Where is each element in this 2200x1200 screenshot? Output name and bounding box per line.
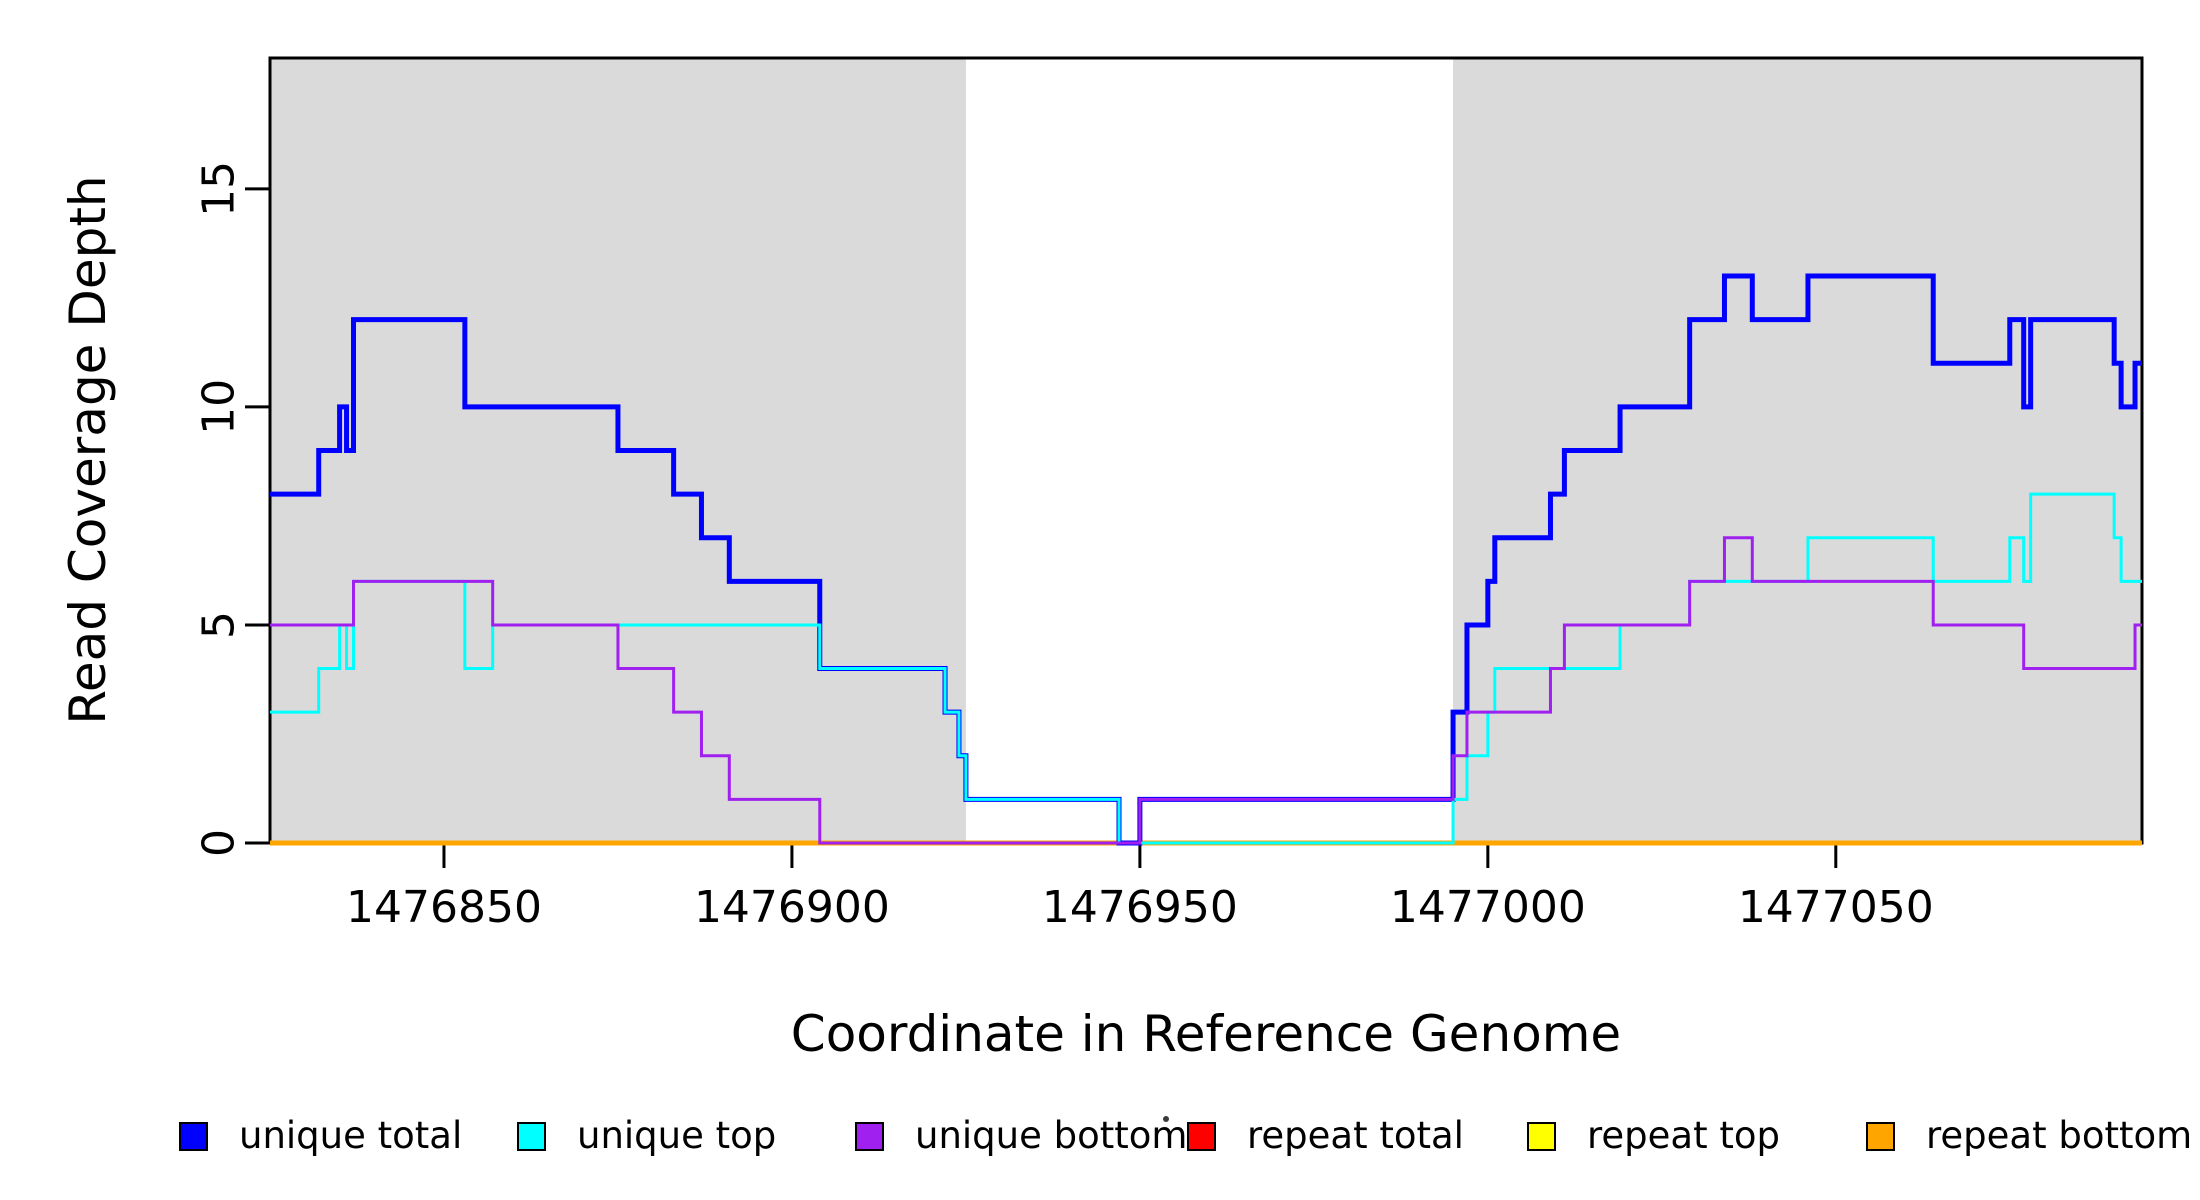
x-tick-label: 1476850 (346, 882, 542, 933)
stray-dot-artifact (1163, 1116, 1169, 1122)
y-tick-label: 15 (193, 161, 244, 217)
x-tick-label: 1476950 (1042, 882, 1238, 933)
y-tick-label: 5 (193, 611, 244, 639)
x-tick-label: 1477050 (1738, 882, 1934, 933)
x-axis-title: Coordinate in Reference Genome (790, 1005, 1622, 1063)
series-unique-total (270, 273, 2142, 846)
y-axis-title: Read Coverage Depth (59, 175, 117, 725)
x-tick-label: 1476900 (694, 882, 890, 933)
series-unique-bottom (270, 536, 2142, 845)
x-tick-label: 1477000 (1390, 882, 1586, 933)
y-tick-label: 10 (193, 379, 244, 435)
y-tick-label: 0 (193, 829, 244, 857)
shaded-region (1453, 58, 2142, 843)
